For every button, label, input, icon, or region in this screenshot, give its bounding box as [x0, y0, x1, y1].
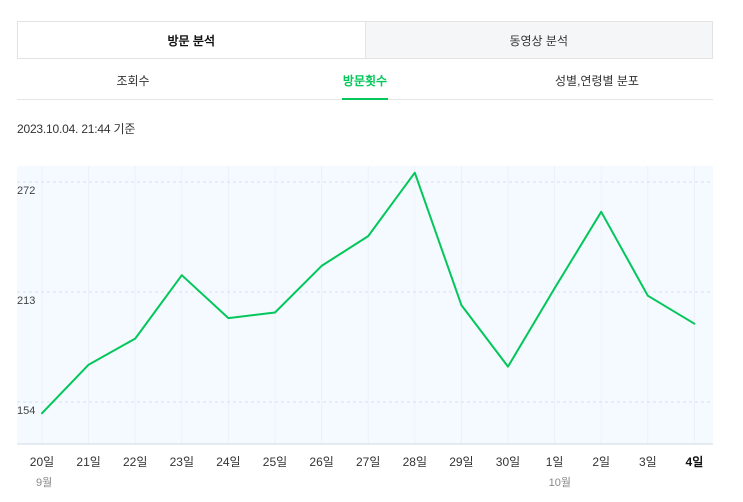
- timestamp-label: 2023.10.04. 21:44 기준: [17, 122, 136, 136]
- x-tick-label: 20일: [30, 455, 54, 469]
- y-tick-label: 272: [17, 185, 35, 197]
- main-tabs: 방문 분석 동영상 분석: [17, 21, 713, 59]
- x-tick-label: 1일: [546, 455, 564, 469]
- series-line: [41, 171, 696, 415]
- month-label: 10월: [549, 476, 571, 489]
- x-tick-label: 25일: [263, 455, 287, 469]
- x-tick-label: 28일: [403, 455, 427, 469]
- x-tick-label: 29일: [449, 455, 473, 469]
- x-tick-label: 4일: [686, 455, 704, 469]
- plot-area: [17, 166, 713, 444]
- y-tick-label: 213: [17, 295, 35, 307]
- tab-views[interactable]: 조회수: [116, 74, 150, 88]
- x-tick-label: 22일: [123, 455, 147, 469]
- x-tick-label: 26일: [309, 455, 333, 469]
- tab-visit-count[interactable]: 방문횟수: [249, 62, 481, 100]
- tab-video-analysis[interactable]: 동영상 분석: [364, 21, 713, 59]
- y-tick-label: 154: [17, 405, 35, 417]
- x-tick-label: 27일: [356, 455, 380, 469]
- tab-visit-analysis[interactable]: 방문 분석: [17, 21, 365, 59]
- x-tick-label: 24일: [216, 455, 240, 469]
- x-tick-label: 3일: [639, 455, 657, 469]
- x-tick-label: 23일: [170, 455, 194, 469]
- x-tick-label: 30일: [496, 455, 520, 469]
- tab-gender-age[interactable]: 성별,연령별 분포: [555, 74, 639, 88]
- x-tick-label: 2일: [592, 455, 610, 469]
- month-label: 9월: [36, 476, 52, 489]
- sub-tabs: 조회수 방문횟수 성별,연령별 분포: [17, 62, 713, 100]
- x-tick-label: 21일: [76, 455, 100, 469]
